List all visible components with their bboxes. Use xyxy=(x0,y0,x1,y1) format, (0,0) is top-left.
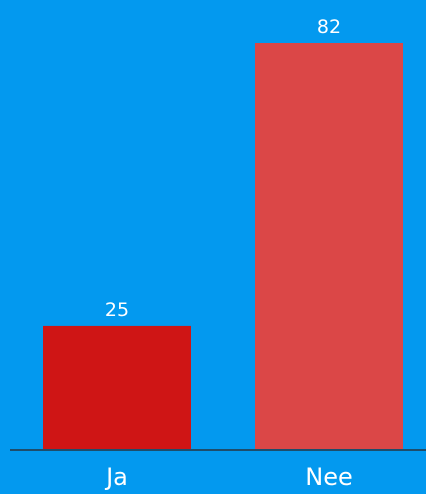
value-label-nee: 82 xyxy=(317,16,341,38)
category-label-ja: Ja xyxy=(104,463,128,491)
category-label-nee: Nee xyxy=(305,463,352,491)
bars-group xyxy=(43,43,403,450)
bar-nee xyxy=(255,43,403,450)
value-label-ja: 25 xyxy=(105,299,129,321)
labels-group: 25 Ja 82 Nee xyxy=(104,16,353,491)
bar-ja xyxy=(43,325,191,450)
